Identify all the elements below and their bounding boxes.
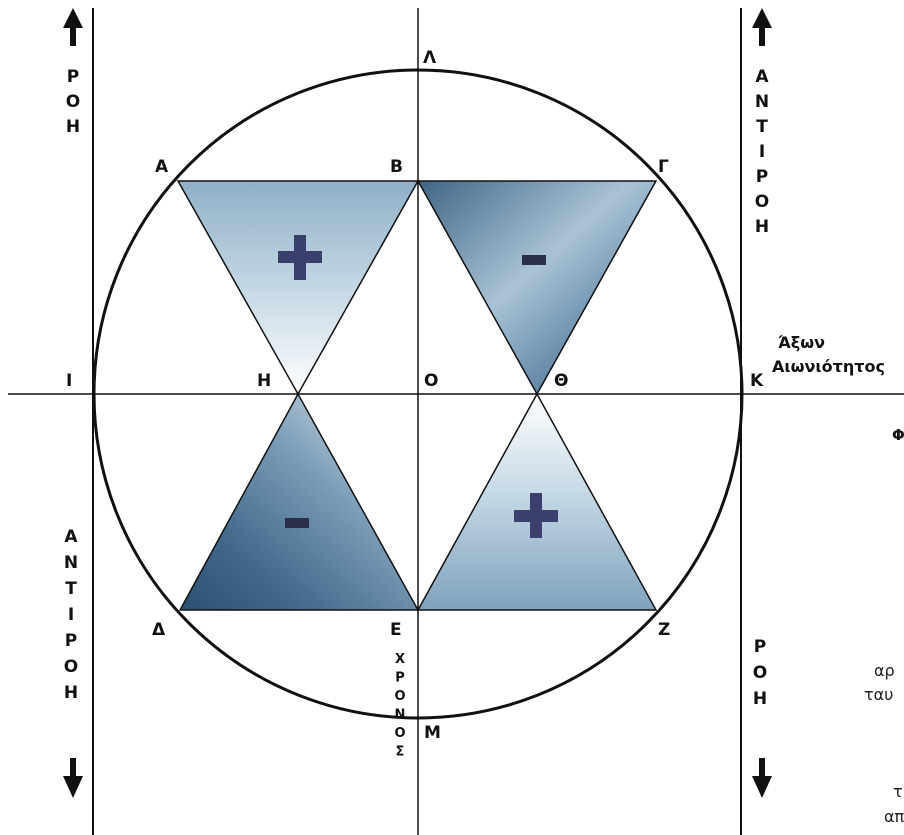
down-arrow-icon (63, 758, 83, 798)
flow-letter: Ρ (67, 67, 79, 87)
flow-label-top-left: ΡΟΗ (66, 67, 80, 137)
flow-label-bottom-right: ΡΟΗ (753, 637, 767, 709)
flow-letter: Ν (755, 92, 769, 112)
flow-letter: Η (64, 683, 78, 703)
up-arrow-icon (752, 8, 772, 46)
flow-letter: Η (755, 217, 769, 237)
flow-letter: Ν (395, 708, 406, 723)
label-point-h: Η (257, 371, 271, 391)
side-text-line-c: τ (893, 782, 903, 801)
side-text-line-a: αρ (874, 661, 895, 680)
label-point-th: Θ (554, 371, 568, 391)
minus-sign-top-right (522, 255, 546, 265)
flow-letter: Ο (66, 92, 80, 112)
axis-label-line2: Αιωνιότητος (772, 357, 885, 376)
label-point-g: Γ (658, 157, 669, 177)
flow-letter: Η (753, 689, 767, 709)
flow-letter: Ο (755, 192, 769, 212)
flow-letter: Ρ (756, 167, 768, 187)
label-point-d: Δ (152, 620, 166, 640)
flow-letter: Ν (64, 553, 78, 573)
label-point-z: Ζ (658, 620, 670, 640)
flow-letter: Ο (394, 726, 405, 741)
flow-letter: Τ (756, 117, 768, 137)
flow-letter: Α (64, 527, 78, 547)
flow-letter: Ρ (65, 631, 77, 651)
flow-letter: Ι (68, 605, 74, 625)
flow-letter: Ι (759, 142, 765, 162)
label-point-a: Α (155, 157, 169, 177)
label-point-l: Λ (423, 48, 437, 68)
label-point-b: Β (390, 157, 403, 177)
flow-letter: Α (755, 67, 769, 87)
label-point-i: Ι (66, 371, 72, 391)
label-point-k: Κ (750, 371, 764, 391)
label-point-e: Ε (390, 620, 402, 640)
axis-label-line1: Άξων (778, 333, 825, 352)
label-point-o: Ο (424, 371, 438, 391)
triangle-top-left-positive (176, 180, 420, 396)
plus-sign-top-left (278, 235, 322, 280)
flow-letter: Τ (65, 579, 77, 599)
plus-sign-bottom-right (514, 493, 558, 538)
flow-letter: Ο (394, 689, 405, 704)
minus-sign-bottom-left (285, 518, 309, 528)
flow-letter: Σ (396, 745, 405, 760)
side-text-line-b: ταυ (864, 685, 893, 704)
flow-letter: Χ (395, 652, 405, 667)
up-arrow-icon (63, 8, 83, 46)
triangle-top-right-negative (416, 180, 658, 396)
triangle-bottom-left-negative (178, 392, 420, 611)
flow-letter: Ρ (395, 671, 405, 686)
flow-letter: Ο (753, 663, 767, 683)
down-arrow-icon (752, 758, 772, 798)
flow-letter: Ρ (754, 637, 766, 657)
side-text-phi: Φ (892, 426, 904, 444)
side-text-line-d: απ (884, 807, 904, 826)
label-point-m: Μ (424, 723, 441, 743)
flow-letter: Η (66, 117, 80, 137)
flow-letter: Ο (64, 657, 78, 677)
